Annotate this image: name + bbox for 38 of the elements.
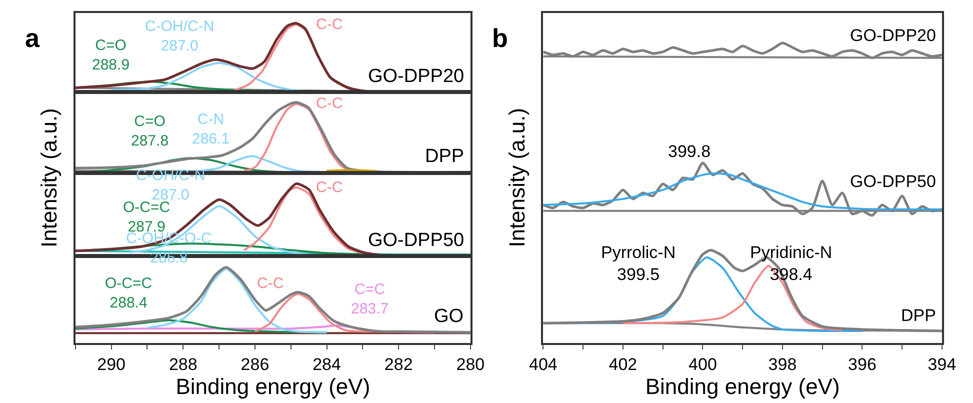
annotation: Pyrrolic-N 399.5 <box>601 243 676 284</box>
y-axis-title: Intensity (a.u.) <box>504 108 530 248</box>
x-tick-label: 286 <box>240 355 270 374</box>
series-label: GO <box>434 306 464 327</box>
chart-title: b <box>492 23 508 53</box>
annotation: 399.8 <box>668 142 711 161</box>
x-tick-label: 402 <box>608 355 638 374</box>
series-label: GO-DPP20 <box>368 66 464 87</box>
annotation: C=O 287.8 <box>131 113 169 150</box>
annotation: C-OH/C-N 287.0 <box>145 18 214 54</box>
x-tick-label: 282 <box>384 355 413 374</box>
x-axis-title: Binding energy (eV) <box>645 374 840 400</box>
x-tick-label: 398 <box>768 355 797 374</box>
annotation: C-C <box>316 16 343 33</box>
x-tick-label: 404 <box>529 355 558 374</box>
x-axis-title: Binding energy (eV) <box>176 374 370 400</box>
x-tick-label: 280 <box>456 355 485 374</box>
x-tick-label: 396 <box>848 355 876 374</box>
chart-title: a <box>25 23 40 53</box>
x-tick-label: 284 <box>312 355 341 374</box>
x-tick-label: 394 <box>928 355 956 374</box>
y-axis-title: Intensity (a.u.) <box>36 108 62 248</box>
annotation: Pyridinic-N 398.4 <box>750 243 832 284</box>
annotation: C-C <box>257 275 284 292</box>
x-tick-label: 290 <box>97 355 126 374</box>
annotation: C=O 288.9 <box>92 37 130 74</box>
series-label: GO-DPP20 <box>850 26 936 45</box>
annotation: C-N 286.1 <box>192 111 230 148</box>
series-label: GO-DPP50 <box>850 172 936 191</box>
annotation: C-C <box>316 95 343 112</box>
annotation: O-C=C 288.4 <box>105 275 152 312</box>
x-tick-label: 288 <box>168 355 198 374</box>
annotation: C-C <box>316 179 343 196</box>
series-label: GO-DPP50 <box>368 230 464 251</box>
series-label: DPP <box>901 306 936 325</box>
x-tick-label: 400 <box>688 355 717 374</box>
series-label: DPP <box>425 146 464 167</box>
annotation: C=C 283.7 <box>351 281 389 318</box>
